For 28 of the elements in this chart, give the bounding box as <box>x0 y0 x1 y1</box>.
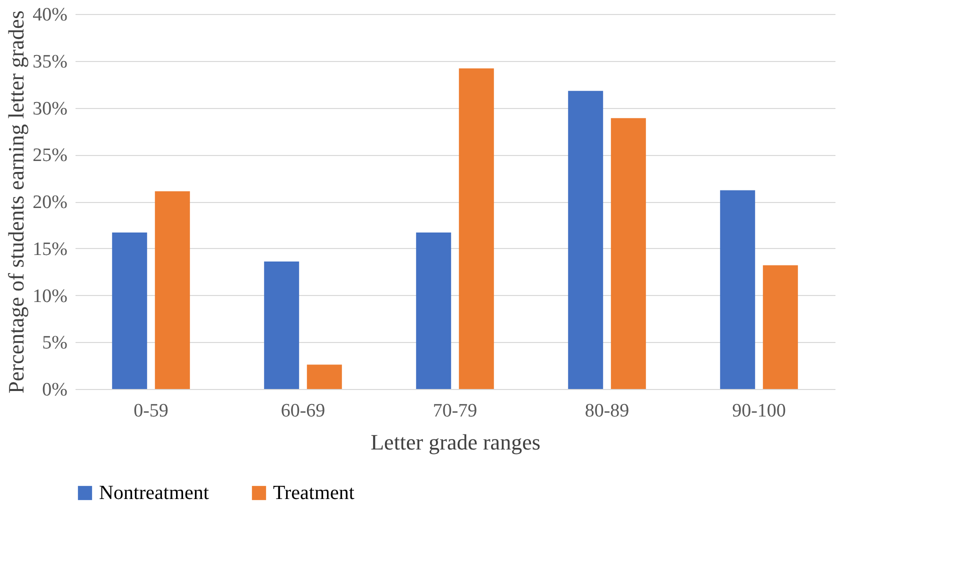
y-tick-label: 30% <box>32 98 68 120</box>
y-tick-label: 10% <box>32 286 68 307</box>
x-tick-label: 70-79 <box>432 400 478 422</box>
y-tick-label: 5% <box>42 332 68 354</box>
legend-label: Nontreatment <box>99 482 210 504</box>
x-tick-label: 90-100 <box>732 400 786 422</box>
bar <box>112 232 148 389</box>
y-tick-label: 15% <box>32 238 68 260</box>
bar <box>416 232 452 389</box>
bar <box>458 68 494 389</box>
x-tick-label: 60-69 <box>280 400 326 422</box>
bar <box>568 90 604 389</box>
bar <box>264 262 300 389</box>
bar <box>154 191 190 389</box>
x-tick-label: 0-59 <box>134 400 168 422</box>
bar <box>762 265 798 389</box>
y-tick-label: 25% <box>32 145 68 166</box>
x-axis-title: Letter grade ranges <box>370 430 540 454</box>
bar <box>720 190 756 389</box>
y-axis-title: Percentage of students earning letter grades <box>4 10 29 394</box>
bar <box>610 118 646 389</box>
y-tick-label: 0% <box>42 380 68 400</box>
legend-label: Treatment <box>273 482 355 504</box>
x-tick-label: 80-89 <box>584 400 630 422</box>
y-tick-label: 40% <box>32 4 68 26</box>
bar <box>306 364 342 389</box>
y-tick-label: 20% <box>32 192 68 213</box>
y-tick-label: 35% <box>32 51 68 72</box>
